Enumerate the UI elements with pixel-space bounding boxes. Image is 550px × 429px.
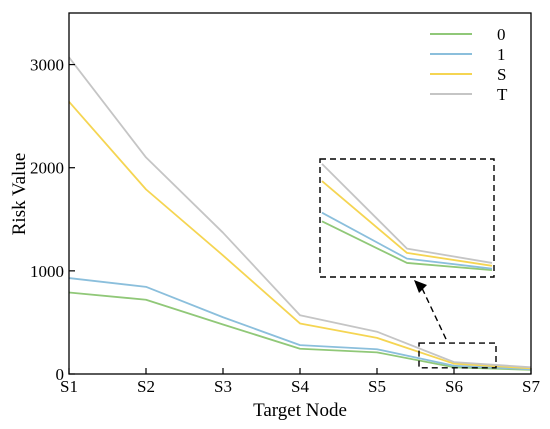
- y-tick-label-1000: 1000: [30, 262, 64, 281]
- inset-series-line-T: [321, 163, 493, 264]
- zoom-source-box: [418, 342, 497, 369]
- zoom-arrow-head: [414, 280, 427, 293]
- y-tick-label-0: 0: [56, 365, 65, 384]
- x-tick-label-S2: S2: [137, 377, 155, 396]
- x-tick-label-S6: S6: [445, 377, 463, 396]
- y-tick-label-3000: 3000: [30, 56, 64, 75]
- legend-label-0: 0: [497, 25, 506, 44]
- x-tick-label-S5: S5: [368, 377, 386, 396]
- plot-frame: [68, 12, 532, 375]
- inset-series-line-1: [321, 211, 493, 270]
- x-tick-label-S7: S7: [522, 377, 540, 396]
- x-tick-label-S3: S3: [214, 377, 232, 396]
- series-line-1: [68, 277, 532, 371]
- x-tick-label-S4: S4: [291, 377, 309, 396]
- inset-series-line-0: [321, 220, 493, 272]
- y-tick-label-2000: 2000: [30, 159, 64, 178]
- series-line-0: [68, 291, 532, 371]
- legend-label-1: 1: [497, 45, 506, 64]
- zoom-arrow-line: [420, 285, 447, 340]
- series-line-T: [68, 56, 532, 369]
- legend-label-S: S: [497, 65, 506, 84]
- x-axis-title: Target Node: [253, 400, 347, 421]
- zoom-inset-box: [319, 158, 495, 278]
- legend-label-T: T: [497, 85, 508, 104]
- inset-series-line-S: [321, 180, 493, 267]
- series-line-S: [68, 101, 532, 370]
- series-layer: [68, 56, 532, 371]
- inset-layer: [319, 158, 497, 369]
- y-axis-title: Risk Value: [9, 153, 30, 236]
- x-tick-label-S1: S1: [60, 377, 78, 396]
- axes-layer: S1 S2 S3 S4 S5 S6 S7 0 1000 2000 3000: [30, 56, 540, 396]
